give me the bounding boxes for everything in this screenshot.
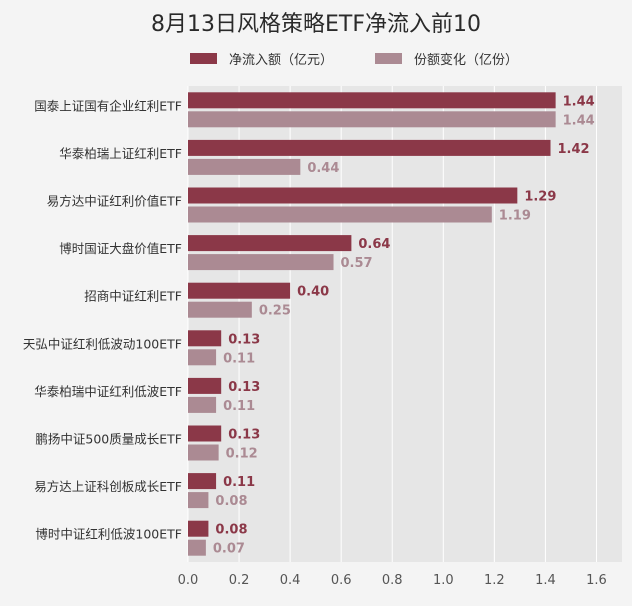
legend-swatch-net-inflow — [190, 52, 217, 64]
x-tick-label: 0.4 — [280, 573, 301, 588]
bar-net-inflow — [188, 235, 352, 252]
data-label-share-change: 1.44 — [563, 113, 595, 128]
data-label-net-inflow: 1.29 — [524, 190, 556, 205]
legend: 净流入额（亿元） 份额变化（亿份） — [190, 48, 560, 68]
bar-share-change — [188, 539, 206, 556]
y-category-label: 易方达上证科创板成长ETF — [34, 479, 182, 494]
bar-net-inflow — [188, 520, 209, 537]
bar-share-change — [188, 492, 209, 509]
y-category-label: 华泰柏瑞上证红利ETF — [59, 146, 182, 161]
data-label-net-inflow: 0.13 — [228, 332, 260, 347]
legend-item-share-change: 份额变化（亿份） — [375, 49, 518, 68]
y-category-label: 国泰上证国有企业红利ETF — [34, 98, 182, 113]
bar-net-inflow — [188, 377, 222, 394]
bar-share-change — [188, 396, 217, 413]
x-tick-label: 1.4 — [535, 573, 556, 588]
x-tick-label: 1.6 — [586, 573, 607, 588]
legend-label-net-inflow: 净流入额（亿元） — [229, 52, 334, 68]
plot-background — [188, 86, 622, 562]
data-label-share-change: 0.25 — [259, 304, 291, 319]
data-label-share-change: 0.08 — [215, 494, 247, 509]
x-tick-label: 0.0 — [178, 573, 199, 588]
bar-net-inflow — [188, 330, 222, 347]
data-label-share-change: 0.44 — [307, 161, 339, 176]
data-label-net-inflow: 0.13 — [228, 380, 260, 395]
data-label-net-inflow: 1.42 — [558, 142, 590, 157]
bar-net-inflow — [188, 139, 551, 156]
data-label-share-change: 0.57 — [341, 256, 373, 271]
data-label-share-change: 0.07 — [213, 542, 245, 557]
y-category-label: 华泰柏瑞中证红利低波ETF — [34, 384, 182, 399]
legend-label-share-change: 份额变化（亿份） — [414, 52, 519, 68]
data-label-share-change: 1.19 — [499, 209, 531, 224]
data-label-share-change: 0.12 — [226, 447, 258, 462]
x-tick-label: 1.2 — [484, 573, 505, 588]
y-category-label: 博时国证大盘价值ETF — [59, 241, 182, 256]
chart-title: 8月13日风格策略ETF净流入前10 — [151, 12, 481, 37]
data-label-share-change: 0.11 — [223, 399, 255, 414]
data-label-net-inflow: 0.64 — [358, 237, 390, 252]
bar-share-change — [188, 111, 556, 128]
data-label-net-inflow: 0.11 — [223, 475, 255, 490]
data-label-net-inflow: 1.44 — [563, 94, 595, 109]
legend-item-net-inflow: 净流入额（亿元） — [190, 49, 333, 68]
y-category-label: 鹏扬中证500质量成长ETF — [35, 432, 182, 447]
data-label-net-inflow: 0.08 — [215, 523, 247, 538]
bar-net-inflow — [188, 282, 291, 299]
bar-share-change — [188, 254, 334, 271]
y-category-label: 招商中证红利ETF — [84, 289, 182, 304]
bar-share-change — [188, 301, 252, 318]
bar-share-change — [188, 158, 301, 175]
bar-share-change — [188, 206, 492, 223]
y-category-label: 天弘中证红利低波动100ETF — [23, 336, 182, 351]
x-tick-label: 0.8 — [382, 573, 403, 588]
legend-swatch-share-change — [375, 52, 403, 64]
x-tick-label: 1.0 — [433, 573, 454, 588]
y-category-label: 易方达中证红利价值ETF — [47, 194, 182, 209]
bar-net-inflow — [188, 187, 518, 204]
bar-net-inflow — [188, 92, 556, 109]
x-tick-label: 0.2 — [229, 573, 250, 588]
data-label-net-inflow: 0.13 — [228, 428, 260, 443]
y-category-label: 博时中证红利低波100ETF — [35, 527, 182, 542]
data-label-share-change: 0.11 — [223, 351, 255, 366]
bar-share-change — [188, 349, 217, 366]
bar-net-inflow — [188, 425, 222, 442]
bar-share-change — [188, 444, 219, 461]
x-tick-label: 0.6 — [331, 573, 352, 588]
data-label-net-inflow: 0.40 — [297, 285, 329, 300]
bar-net-inflow — [188, 473, 217, 490]
